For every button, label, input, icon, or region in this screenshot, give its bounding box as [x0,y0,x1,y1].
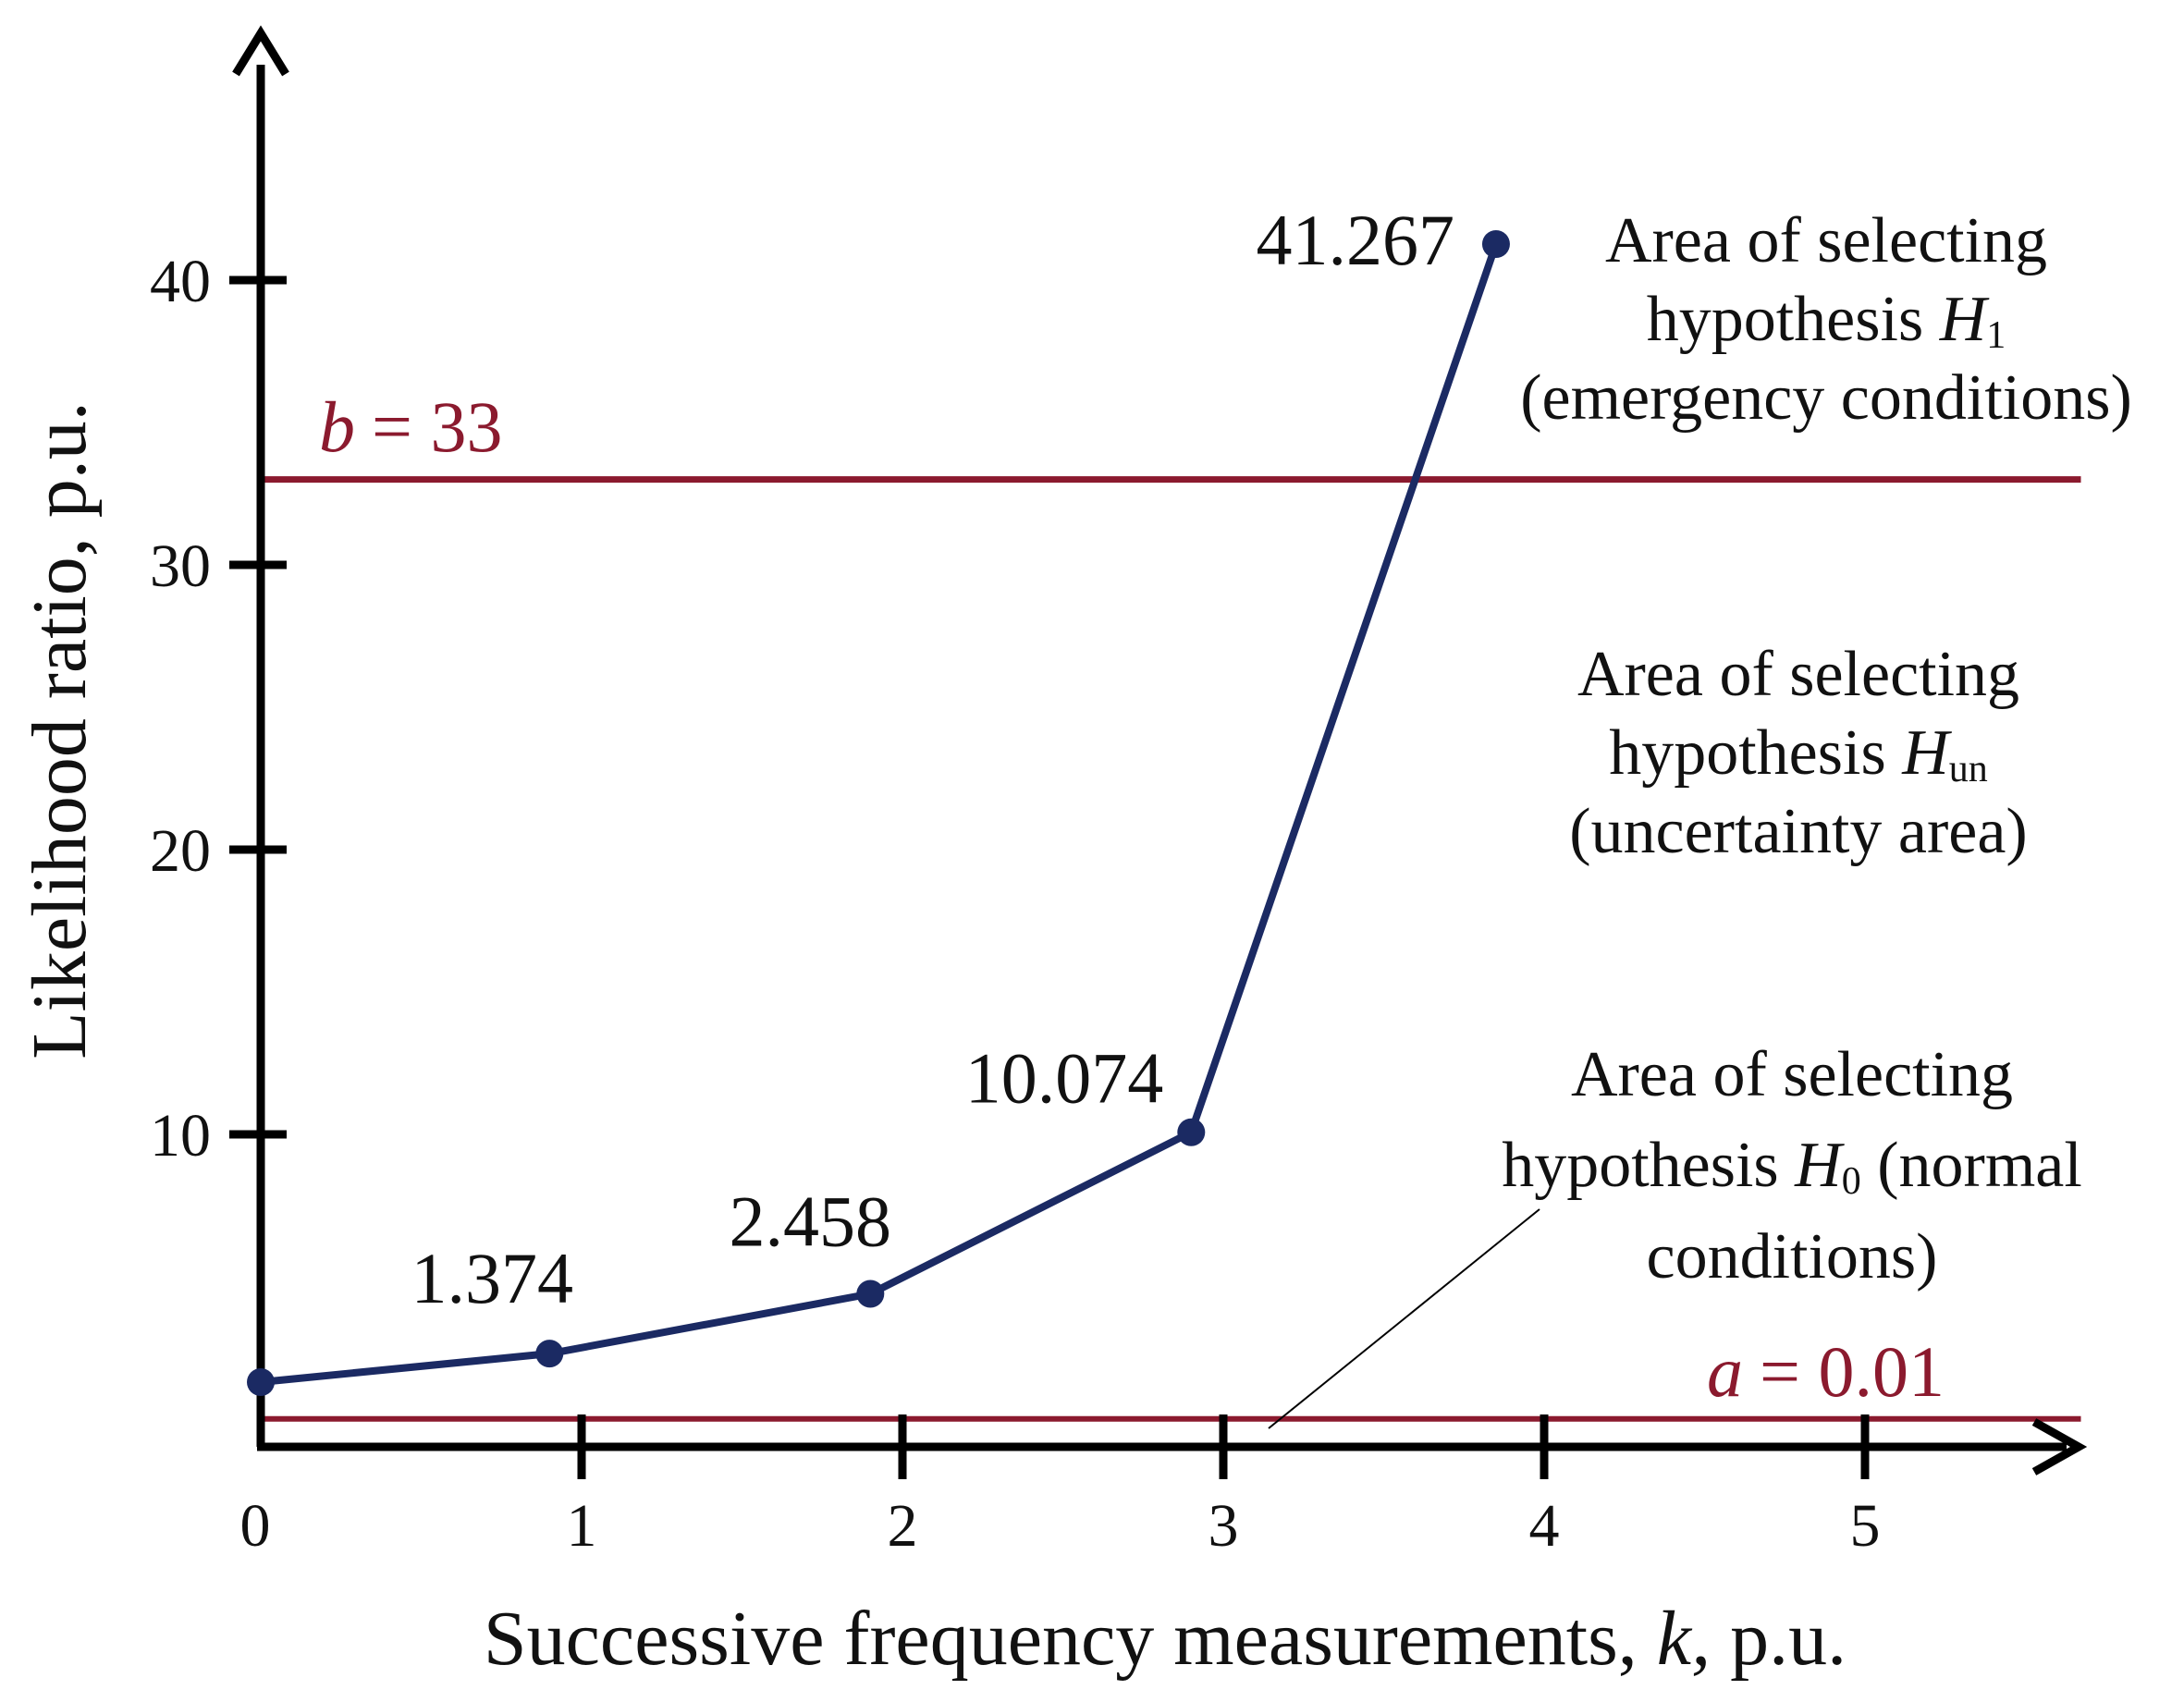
y-tick-label: 30 [150,533,211,600]
data-point [1177,1118,1206,1146]
region-h0-sub: 0 [1842,1160,1861,1203]
region-hun-var: H [1901,717,1952,789]
data-labels: 1.374 2.458 10.074 41.267 [411,200,1454,1318]
region-h0-line3: conditions) [1647,1221,1938,1292]
x-tick-label: 5 [1850,1492,1881,1560]
region-h1-line1: Area of selecting [1605,205,2047,276]
region-h0-tail: (normal [1861,1130,2082,1201]
x-tick-label: 0 [240,1492,271,1560]
x-tick-label: 2 [888,1492,918,1560]
data-point [247,1367,275,1396]
threshold-a-var: a [1707,1331,1743,1412]
threshold-b-label: b = 33 [319,386,503,467]
data-point [535,1340,564,1368]
threshold-a-value: = 0.01 [1760,1331,1945,1412]
data-label: 41.267 [1256,200,1454,280]
threshold-a-label: a = 0.01 [1707,1331,1945,1412]
region-hun-sub: un [1949,748,1988,790]
region-hun-line1: Area of selecting [1577,639,2019,710]
series-points [247,229,1510,1396]
x-tick-label: 1 [567,1492,597,1560]
region-h1-line2: hypothesis H1 [1647,284,2006,357]
y-axis-title: Likelihood ratio, p.u. [17,401,103,1059]
x-axis-ticks: 0 1 2 3 4 5 [240,1414,1881,1560]
region-h1-line2-text: hypothesis [1647,284,1940,355]
data-point [1481,229,1510,258]
x-axis-arrowhead [2031,1418,2088,1475]
axes [232,25,2088,1475]
x-axis-title-prefix: Successive frequency measurements, [484,1596,1657,1682]
y-tick-label: 40 [150,248,211,315]
data-label: 2.458 [730,1181,892,1261]
y-axis-ticks: 10 20 30 40 [150,248,287,1169]
y-axis-arrowhead [232,25,289,77]
region-hun-line2-text: hypothesis [1609,717,1902,789]
x-tick-label: 3 [1209,1492,1239,1560]
data-point [856,1280,885,1308]
region-hun-annotation: Area of selecting hypothesis Hun (uncert… [1569,639,2028,867]
x-axis-title: Successive frequency measurements, k, p.… [484,1596,1847,1682]
threshold-b-var: b [319,386,355,467]
y-tick-label: 10 [150,1102,211,1169]
region-h0-annotation: Area of selecting hypothesis H0 (normal … [1502,1039,2082,1292]
region-hun-line3: (uncertainty area) [1569,796,2028,867]
region-h1-var: H [1939,284,1990,355]
region-h0-line2: hypothesis H0 (normal [1502,1130,2082,1203]
region-h0-line1: Area of selecting [1571,1039,2013,1110]
h0-annotation-leader-line [1268,1208,1540,1429]
region-h0-line2-text: hypothesis [1502,1130,1795,1201]
region-h1-line3: (emergency conditions) [1520,362,2132,434]
region-hun-line2: hypothesis Hun [1609,717,1988,790]
y-tick-label: 20 [150,817,211,885]
data-label: 10.074 [965,1038,1164,1119]
data-label: 1.374 [411,1238,574,1318]
region-h1-sub: 1 [1986,314,2006,357]
x-tick-label: 4 [1529,1492,1560,1560]
threshold-lines [261,476,2081,1422]
x-axis-title-var: k, [1657,1596,1711,1682]
region-h0-var: H [1794,1130,1845,1201]
x-axis-title-suffix: p.u. [1711,1596,1847,1682]
region-h1-annotation: Area of selecting hypothesis H1 (emergen… [1520,205,2132,434]
threshold-b-value: = 33 [372,386,503,467]
